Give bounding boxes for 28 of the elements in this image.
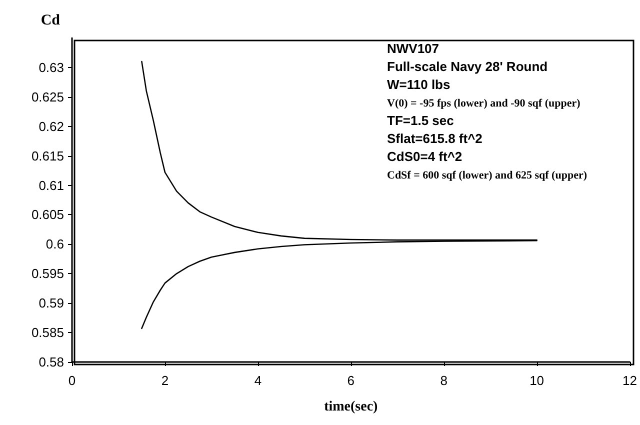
y-tick-label: 0.61 (38, 178, 64, 193)
annotation: CdS0=4 ft^2 (387, 149, 462, 164)
x-tick-label: 8 (440, 373, 448, 388)
y-tick-label: 0.585 (31, 325, 64, 340)
y-tick-label: 0.615 (31, 148, 64, 164)
y-tick-label: 0.625 (31, 89, 64, 104)
y-tick-label: 0.62 (38, 118, 64, 134)
annotation: W=110 lbs (387, 77, 450, 92)
y-tick-label: 0.63 (38, 60, 64, 75)
annotation: TF=1.5 sec (387, 113, 454, 128)
annotation: NWV107 (387, 41, 440, 56)
y-tick-label: 0.58 (38, 354, 64, 370)
y-tick-label: 0.595 (31, 266, 64, 282)
y-tick-label: 0.59 (38, 296, 64, 311)
y-tick-label: 0.6 (46, 236, 64, 252)
annotation: CdSf = 600 sqf (lower) and 625 sqf (upper) (387, 170, 588, 182)
y-tick-label: 0.605 (31, 207, 64, 222)
x-tick-label: 6 (347, 373, 354, 388)
x-tick-label: 4 (254, 373, 262, 388)
y-axis-title: Cd (40, 12, 61, 28)
x-tick-label: 2 (161, 373, 169, 388)
annotation: V(0) = -95 fps (lower) and -90 sqf (upper) (387, 98, 581, 110)
x-tick-label: 10 (530, 373, 544, 388)
annotation: Sflat=615.8 ft^2 (387, 131, 482, 146)
annotation: Full-scale Navy 28' Round (387, 59, 548, 74)
x-tick-label: 12 (622, 373, 638, 388)
x-axis-title: time(sec) (324, 400, 378, 414)
x-tick-label: 0 (68, 373, 76, 388)
